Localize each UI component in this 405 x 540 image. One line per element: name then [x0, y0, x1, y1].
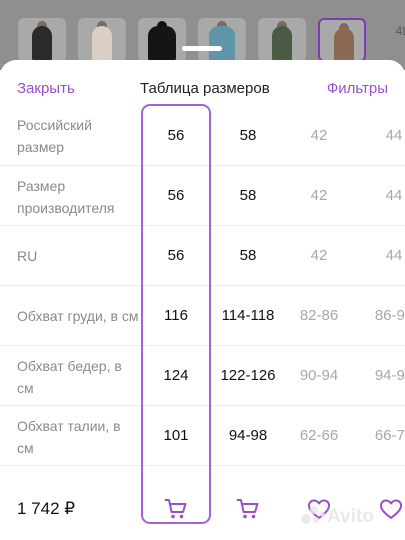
size-cell[interactable]: 101: [163, 427, 189, 444]
sheet-header: Закрыть Таблица размеров Фильтры: [0, 60, 405, 116]
filters-button[interactable]: Фильтры: [326, 80, 388, 97]
size-cell[interactable]: 94-98: [228, 427, 268, 444]
size-cell[interactable]: 44: [385, 127, 403, 144]
row-label: Размер производителя: [17, 178, 115, 216]
size-cell[interactable]: 122-126: [220, 367, 276, 384]
size-cell[interactable]: 56: [167, 187, 185, 204]
row-label: Обхват талии, в см: [17, 418, 121, 456]
size-cell[interactable]: 44: [385, 247, 403, 264]
product-thumbnail[interactable]: [18, 18, 66, 62]
size-cell[interactable]: 42: [310, 247, 328, 264]
size-cell[interactable]: 62-66: [299, 427, 339, 444]
size-cell[interactable]: 44: [385, 187, 403, 204]
size-cell[interactable]: 56: [167, 247, 185, 264]
size-cell[interactable]: 116: [164, 307, 188, 324]
size-cell[interactable]: 82-86: [299, 307, 339, 324]
product-thumbnail-selected[interactable]: [318, 18, 366, 62]
size-cell[interactable]: 58: [239, 127, 257, 144]
size-row-waist: Обхват талии, в см 101 94-98 62-66 66-70: [0, 406, 405, 466]
size-row-chest: Обхват груди, в см 116 114-118 82-86 86-…: [0, 286, 405, 346]
add-to-favorites-button[interactable]: [304, 494, 334, 524]
size-cell[interactable]: 56: [167, 127, 185, 144]
product-thumbnail[interactable]: [258, 18, 306, 62]
size-chart-sheet: Закрыть Таблица размеров Фильтры Российс…: [0, 60, 405, 540]
thumbnail-caption: 4L: [395, 24, 405, 38]
size-cell[interactable]: 90-94: [299, 367, 339, 384]
product-thumbnail-strip: 4L: [0, 0, 405, 70]
add-to-cart-button[interactable]: [233, 494, 263, 524]
avito-watermark-logo: Avito: [301, 506, 374, 527]
size-cell[interactable]: 124: [163, 367, 189, 384]
sheet-drag-handle[interactable]: [182, 46, 222, 51]
product-thumbnail[interactable]: [78, 18, 126, 62]
size-cell[interactable]: 66-70: [374, 427, 405, 444]
size-cell[interactable]: 94-98: [374, 367, 405, 384]
cart-icon: [236, 499, 259, 519]
size-row-russian-size: Российский размер 56 58 42 44: [0, 106, 405, 166]
size-row-manufacturer-size: Размер производителя 56 58 42 44: [0, 166, 405, 226]
svg-text:Avito: Avito: [327, 506, 374, 527]
size-row-hips: Обхват бедер, в см 124 122-126 90-94 94-…: [0, 346, 405, 406]
product-thumbnail[interactable]: [138, 18, 186, 62]
size-cell[interactable]: 58: [239, 187, 257, 204]
page-title: Таблица размеров: [140, 80, 270, 97]
size-row-ru: RU 56 58 42 44: [0, 226, 405, 286]
size-cell[interactable]: 42: [310, 127, 328, 144]
row-label: Обхват груди, в см: [17, 308, 139, 324]
cart-icon: [164, 499, 187, 519]
heart-icon: [308, 499, 330, 519]
heart-icon: [380, 499, 402, 519]
row-label: Российский размер: [17, 117, 92, 155]
row-label: RU: [17, 248, 38, 264]
price-label: 1 742 ₽: [17, 499, 76, 518]
product-thumbnail[interactable]: [198, 18, 246, 62]
add-to-cart-button[interactable]: [161, 494, 191, 524]
add-to-favorites-button[interactable]: [376, 494, 405, 524]
size-cell[interactable]: 58: [239, 247, 257, 264]
close-button[interactable]: Закрыть: [17, 80, 75, 97]
size-cell[interactable]: 114-118: [221, 307, 275, 324]
size-cell[interactable]: 42: [310, 187, 328, 204]
size-cell[interactable]: 86-90: [374, 307, 405, 324]
sheet-footer: 1 742 ₽: [0, 470, 405, 540]
row-label: Обхват бедер, в см: [17, 358, 122, 396]
